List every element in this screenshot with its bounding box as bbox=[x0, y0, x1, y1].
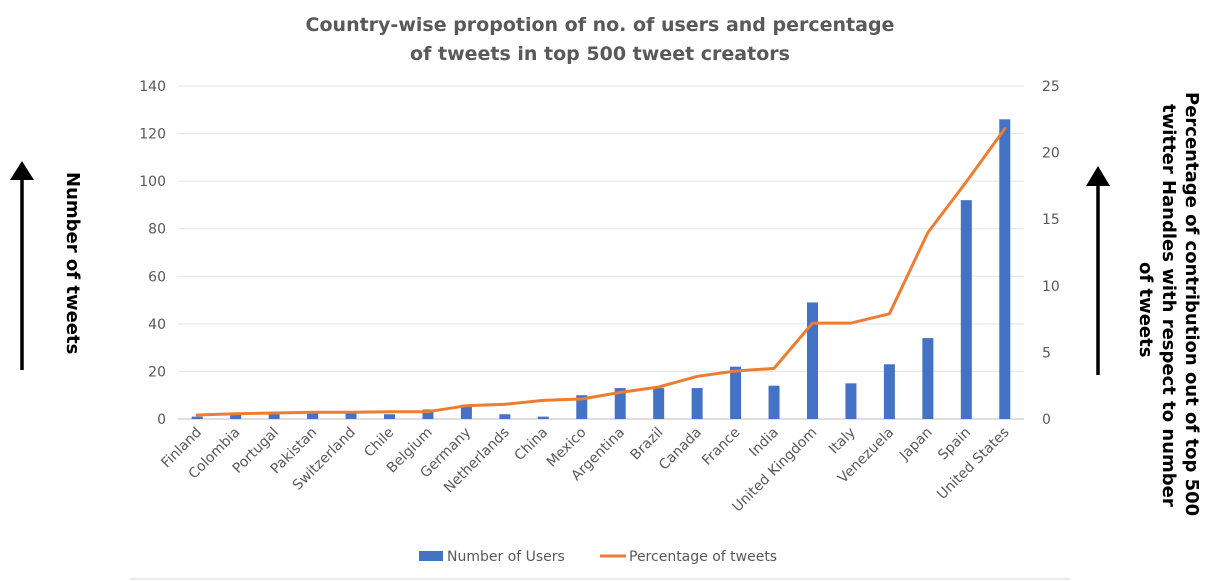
y-tick-label: 100 bbox=[139, 174, 166, 190]
y-tick-label: 120 bbox=[139, 127, 166, 143]
y2-tick-label: 25 bbox=[1042, 79, 1060, 95]
bar-argentina bbox=[614, 388, 626, 419]
left-axis-title: Number of tweets bbox=[62, 172, 83, 354]
y-tick-label: 0 bbox=[157, 412, 166, 428]
bar-india bbox=[768, 385, 780, 419]
right-axis-title-line-3: of tweets bbox=[1135, 262, 1156, 357]
line-series bbox=[195, 127, 1007, 417]
bar-pakistan bbox=[307, 411, 319, 419]
x-tick-label: France bbox=[699, 425, 743, 469]
bar-series bbox=[191, 119, 1011, 420]
y2-tick-label: 20 bbox=[1042, 146, 1060, 162]
bar-france bbox=[730, 366, 742, 419]
y-tick-label: 40 bbox=[148, 317, 166, 333]
bar-united-states bbox=[999, 119, 1011, 420]
bar-venezuela bbox=[883, 364, 895, 419]
left-axis-title-group: Number of tweets bbox=[10, 161, 83, 370]
bar-colombia bbox=[230, 414, 242, 419]
x-tick-label: Italy bbox=[826, 425, 859, 458]
legend-label-tweets: Percentage of tweets bbox=[629, 549, 777, 565]
x-axis: FinlandColombiaPortugalPakistanSwitzerla… bbox=[158, 425, 1012, 516]
bar-united-kingdom bbox=[807, 302, 818, 419]
legend-label-users: Number of Users bbox=[447, 549, 565, 565]
y-tick-label: 140 bbox=[139, 79, 166, 95]
bar-finland bbox=[191, 416, 203, 419]
chart-title-line-2: of tweets in top 500 tweet creators bbox=[410, 43, 790, 65]
y2-tick-label: 5 bbox=[1042, 345, 1051, 361]
up-arrow-icon bbox=[10, 161, 34, 180]
y2-tick-label: 15 bbox=[1042, 212, 1060, 228]
legend: Number of Users Percentage of tweets bbox=[419, 549, 777, 565]
x-tick-label: Chile bbox=[361, 425, 397, 461]
bar-germany bbox=[460, 404, 472, 419]
bar-switzerland bbox=[345, 411, 357, 419]
bar-china bbox=[537, 416, 549, 419]
bar-belgium bbox=[422, 409, 434, 419]
bar-italy bbox=[845, 383, 857, 419]
chart-title-line-1: Country-wise propotion of no. of users a… bbox=[306, 14, 895, 36]
y2-tick-label: 0 bbox=[1042, 412, 1051, 428]
bar-chile bbox=[384, 414, 395, 419]
bar-brazil bbox=[653, 388, 665, 419]
percentage-line bbox=[195, 127, 1007, 417]
bar-japan bbox=[922, 338, 934, 419]
right-axis-title-line-1: Percentage of contribution out of top 50… bbox=[1181, 92, 1202, 516]
chart-title: Country-wise propotion of no. of users a… bbox=[306, 14, 895, 65]
y-tick-label: 20 bbox=[148, 364, 166, 380]
right-axis-title-group: Percentage of contribution out of top 50… bbox=[1086, 92, 1202, 516]
bar-canada bbox=[691, 388, 703, 419]
up-arrow-icon bbox=[1086, 166, 1110, 186]
right-axis-title-line-2: twitter Handles with respect to number bbox=[1158, 104, 1179, 507]
y-axis-left: 0 20 40 60 80 100 120 140 bbox=[139, 79, 166, 428]
bar-netherlands bbox=[499, 414, 511, 419]
y-tick-label: 80 bbox=[148, 222, 166, 238]
x-tick-label: Canada bbox=[656, 425, 705, 474]
gridlines bbox=[178, 85, 1024, 420]
y-axis-right: 0 5 10 15 20 25 bbox=[1042, 79, 1060, 428]
y2-tick-label: 10 bbox=[1042, 279, 1060, 295]
x-tick-label: Japan bbox=[896, 425, 936, 465]
bar-spain bbox=[960, 200, 972, 419]
x-tick-label: India bbox=[746, 425, 782, 461]
bar-portugal bbox=[268, 414, 280, 419]
y-tick-label: 60 bbox=[148, 269, 166, 285]
legend-swatch-bar bbox=[419, 551, 443, 561]
bar-mexico bbox=[576, 395, 588, 419]
